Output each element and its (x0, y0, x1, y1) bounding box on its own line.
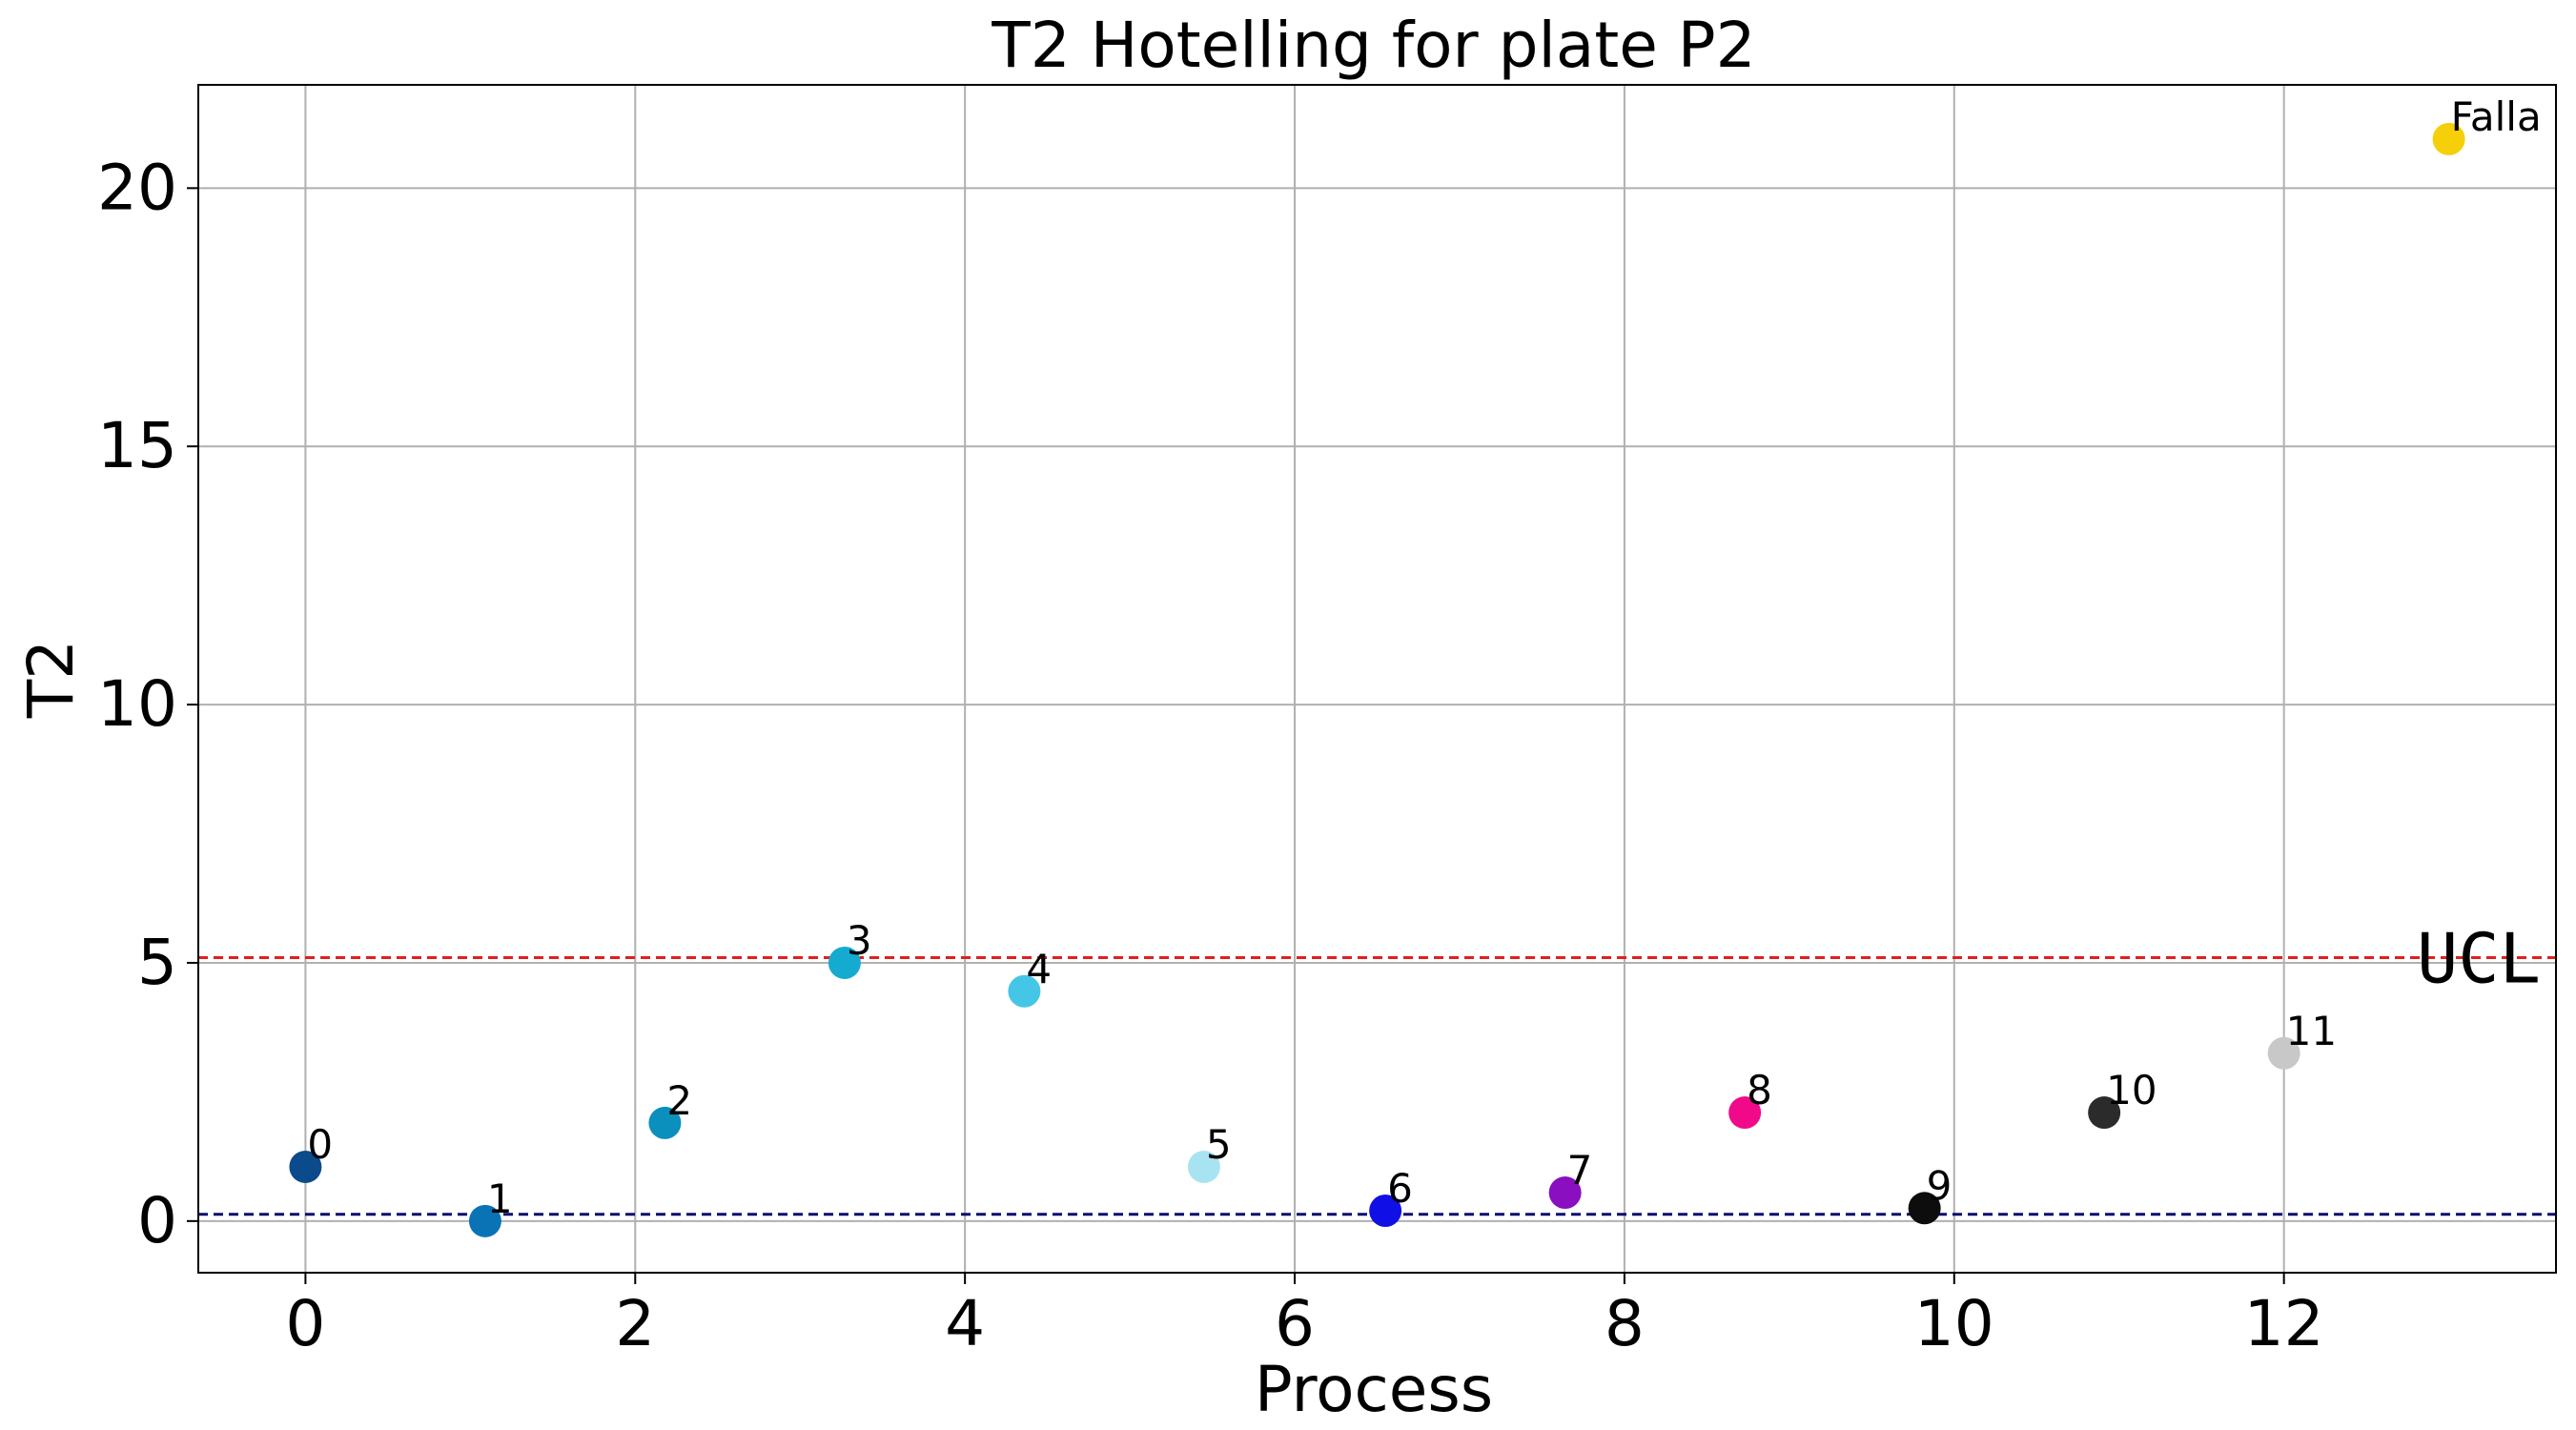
point-label: 9 (1927, 1162, 1952, 1209)
x-tick-label: 10 (1914, 1287, 1994, 1360)
y-tick-label: 15 (97, 409, 177, 482)
chart-title: T2 Hotelling for plate P2 (991, 9, 1755, 82)
data-point (1008, 974, 1041, 1008)
data-point (1548, 1176, 1582, 1210)
data-point (2267, 1036, 2300, 1070)
point-label: 1 (487, 1175, 513, 1222)
y-tick-label: 0 (137, 1184, 177, 1257)
x-tick-label: 0 (285, 1287, 325, 1360)
point-label: 3 (847, 917, 872, 964)
y-tick-label: 10 (97, 667, 177, 741)
data-point (1908, 1192, 1941, 1225)
x-axis-label: Process (1255, 1353, 1493, 1426)
grid (198, 85, 2556, 1273)
point-label: 5 (1206, 1121, 1232, 1168)
x-tick-label: 12 (2244, 1287, 2324, 1360)
data-point (289, 1150, 322, 1183)
point-label: 7 (1567, 1147, 1593, 1194)
point-label: 10 (2106, 1067, 2157, 1113)
plot-area-frame (197, 84, 2557, 1274)
data-point (2088, 1096, 2121, 1130)
data-point (828, 946, 861, 979)
y-tick-label: 5 (137, 926, 177, 999)
x-tick-label: 4 (945, 1287, 985, 1360)
point-label: 4 (1026, 946, 1052, 992)
data-point (1187, 1150, 1220, 1183)
data-point (1728, 1096, 1762, 1130)
ucl-label: UCL (2417, 919, 2541, 999)
point-label: 8 (1747, 1067, 1772, 1113)
point-label: 6 (1387, 1165, 1413, 1212)
point-label: Falla (2451, 93, 2542, 140)
x-tick-label: 6 (1275, 1287, 1315, 1360)
point-label: 11 (2286, 1008, 2337, 1054)
x-tick-label: 8 (1605, 1287, 1645, 1360)
y-tick-label: 20 (97, 151, 177, 224)
data-point (648, 1106, 682, 1139)
point-label: 2 (666, 1077, 692, 1124)
data-points: 0 1 2 3 4 5 6 7 8 9 10 11 Falla (289, 93, 2542, 1237)
y-axis-label: T2 (14, 640, 88, 719)
data-point (468, 1204, 501, 1237)
x-tick-label: 2 (615, 1287, 655, 1360)
data-point (1369, 1194, 1402, 1227)
point-label: 0 (307, 1121, 333, 1168)
data-point (2432, 122, 2465, 155)
